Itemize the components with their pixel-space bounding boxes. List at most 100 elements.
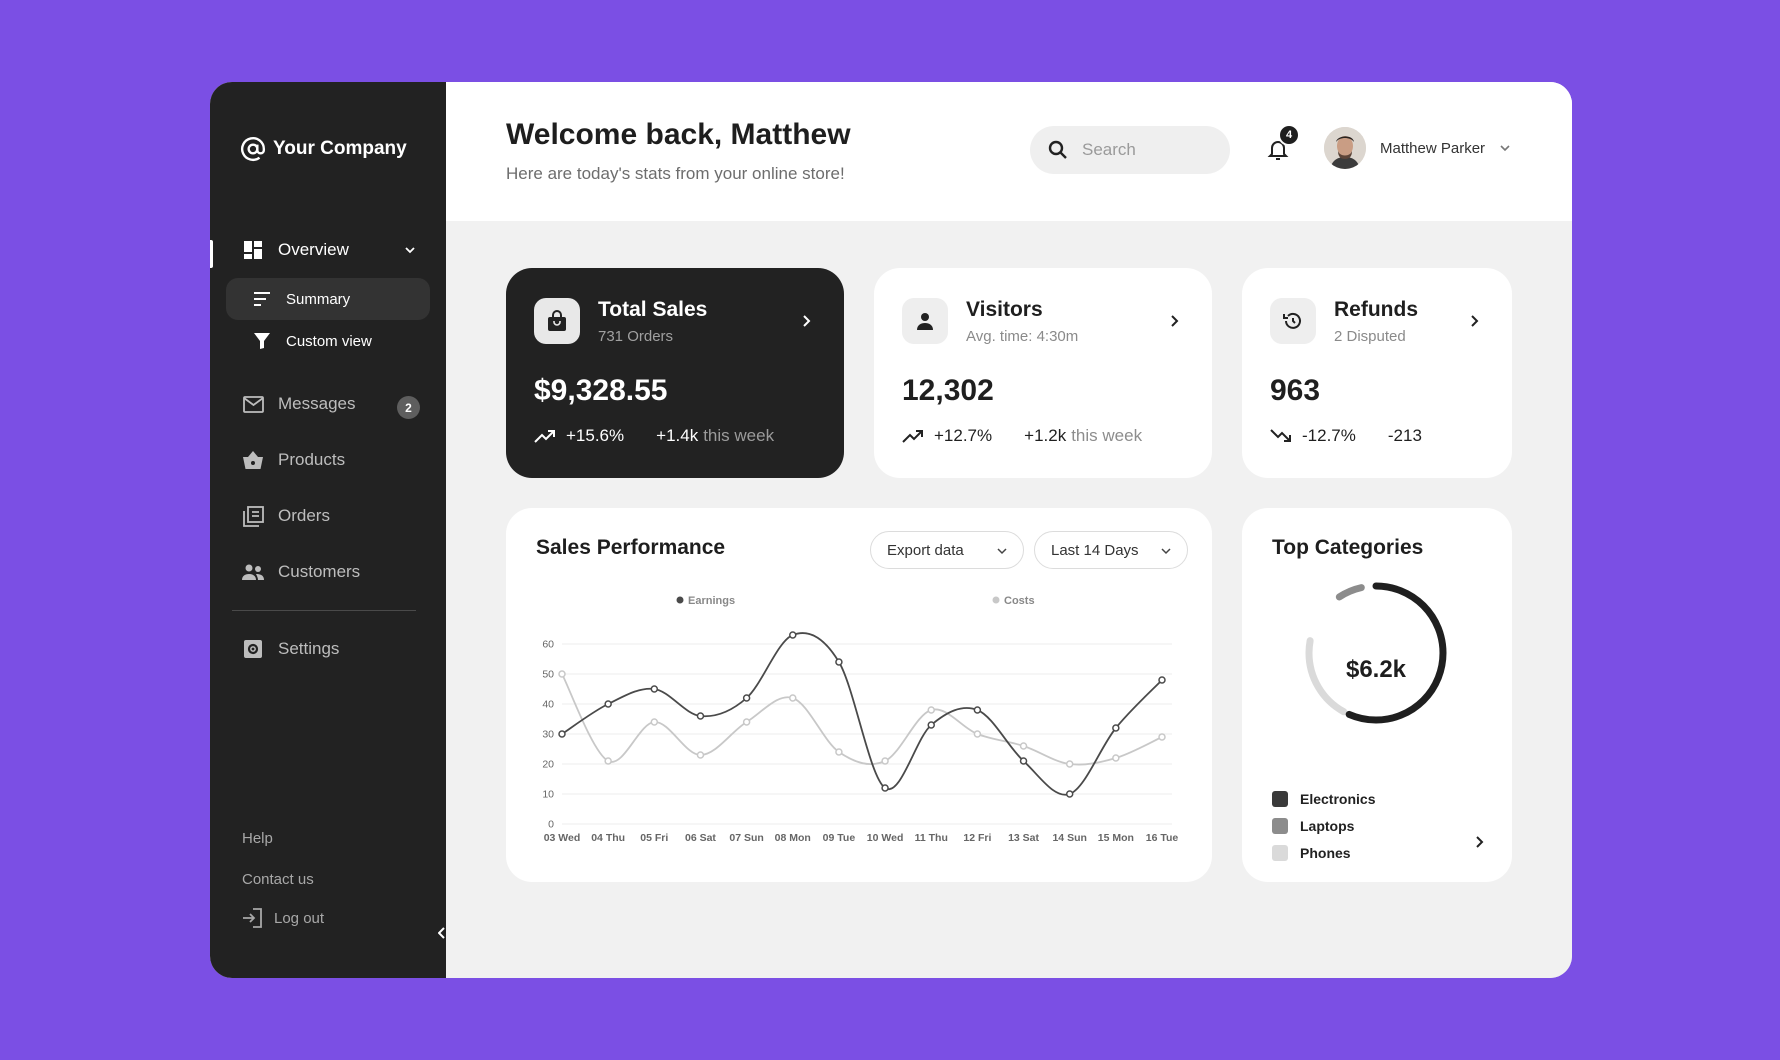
page-title: Welcome back, Matthew — [506, 118, 851, 151]
y-tick-label: 50 — [542, 669, 554, 681]
x-tick-label: 15 Mon — [1098, 832, 1134, 844]
basket-icon — [242, 449, 264, 471]
refunds-card[interactable]: Refunds 2 Disputed 963 -12.7% -213 — [1242, 268, 1512, 478]
card-subtitle: Avg. time: 4:30m — [966, 328, 1079, 345]
chevron-left-icon — [438, 927, 445, 939]
legend-item[interactable]: Laptops — [1272, 812, 1375, 839]
data-point — [696, 751, 705, 759]
x-tick-label: 11 Thu — [915, 832, 948, 844]
chevron-down-icon — [997, 548, 1007, 555]
sidebar-item-label: Orders — [278, 506, 330, 525]
data-point — [1158, 733, 1166, 741]
growth-delta: -213 — [1387, 426, 1422, 445]
legend-item[interactable]: Electronics — [1272, 785, 1375, 812]
messages-count-badge: 2 — [397, 396, 420, 419]
user-menu[interactable]: Matthew Parker — [1324, 127, 1511, 169]
y-tick-label: 40 — [542, 699, 554, 711]
card-value: 12,302 — [902, 374, 994, 407]
x-tick-label: 03 Wed — [544, 832, 581, 844]
visitors-card[interactable]: Visitors Avg. time: 4:30m 12,302 +12.7% … — [874, 268, 1212, 478]
search-input[interactable] — [1082, 140, 1212, 160]
sales-performance-card: Sales Performance Export data Last 14 Da… — [506, 508, 1212, 882]
main-content: Welcome back, Matthew Here are today's s… — [446, 82, 1572, 978]
dashboard-icon — [242, 239, 264, 261]
chevron-right-icon[interactable] — [800, 314, 814, 328]
sidebar-subitem-summary[interactable]: Summary — [226, 278, 430, 320]
legend-label: Electronics — [1300, 790, 1376, 807]
sidebar-item-messages[interactable]: Messages 2 — [210, 384, 446, 424]
data-point — [835, 748, 843, 756]
date-range-dropdown[interactable]: Last 14 Days — [1034, 531, 1188, 569]
growth-percent: +12.7% — [934, 426, 993, 445]
categories-legend: Electronics Laptops Phones — [1272, 785, 1375, 866]
search-icon — [1048, 140, 1067, 159]
sidebar-item-orders[interactable]: Orders — [210, 496, 446, 536]
y-tick-label: 10 — [542, 789, 554, 801]
x-tick-label: 07 Sun — [729, 832, 763, 844]
legend-label: Laptops — [1300, 817, 1355, 834]
legend-label: Earnings — [688, 595, 735, 607]
logout-icon — [243, 908, 262, 928]
sidebar-subitem-label: Summary — [286, 290, 351, 308]
card-title: Total Sales — [598, 298, 708, 321]
page-subtitle: Here are today's stats from your online … — [506, 164, 845, 183]
data-point — [789, 694, 797, 702]
sidebar-item-label: Products — [278, 450, 346, 469]
data-point — [927, 706, 935, 714]
data-point — [696, 712, 705, 720]
categories-donut-chart — [1305, 582, 1447, 724]
growth-percent: -12.7% — [1302, 426, 1356, 445]
legend-marker — [992, 596, 1000, 604]
data-point — [650, 718, 659, 726]
card-footer: +12.7% +1.2k this week — [902, 426, 1142, 446]
total-sales-card[interactable]: Total Sales 731 Orders $9,328.55 +15.6% … — [506, 268, 844, 478]
filter-icon — [252, 331, 272, 351]
legend-label: Phones — [1300, 844, 1351, 861]
sidebar-item-products[interactable]: Products — [210, 440, 446, 480]
legend-item[interactable]: Phones — [1272, 839, 1375, 866]
export-data-dropdown[interactable]: Export data — [870, 531, 1024, 569]
avatar — [1324, 127, 1366, 169]
x-tick-label: 05 Fri — [640, 832, 668, 844]
y-tick-label: 0 — [548, 819, 554, 831]
contact-link[interactable]: Contact us — [242, 871, 314, 888]
chevron-right-icon[interactable] — [1474, 835, 1486, 849]
growth-period: this week — [1071, 426, 1143, 445]
logout-button[interactable]: Log out — [242, 908, 324, 928]
data-point — [604, 700, 612, 708]
data-point — [742, 718, 751, 726]
dropdown-label: Export data — [887, 541, 964, 559]
gear-icon — [242, 638, 264, 660]
chevron-right-icon[interactable] — [1168, 314, 1182, 328]
sidebar-item-label: Overview — [278, 240, 349, 259]
data-point — [558, 730, 566, 738]
logout-label: Log out — [274, 909, 325, 927]
x-tick-label: 09 Tue — [823, 832, 856, 844]
y-tick-label: 20 — [542, 759, 554, 771]
legend-swatch — [1272, 844, 1288, 861]
sidebar-item-overview[interactable]: Overview — [210, 230, 446, 270]
sidebar-item-settings[interactable]: Settings — [210, 629, 446, 669]
dropdown-label: Last 14 Days — [1051, 541, 1139, 559]
x-tick-label: 06 Sat — [685, 832, 716, 844]
x-tick-label: 16 Tue — [1146, 832, 1179, 844]
donut-segment-electronics — [1305, 582, 1447, 724]
search-box[interactable] — [1030, 126, 1230, 174]
legend-label: Costs — [1004, 595, 1035, 607]
brand-logo[interactable]: Your Company — [240, 136, 407, 162]
sidebar-item-label: Messages — [278, 394, 356, 413]
shopping-bag-icon — [534, 298, 580, 344]
card-title: Visitors — [966, 298, 1043, 321]
sidebar-subitem-custom-view[interactable]: Custom view — [226, 320, 430, 362]
data-point — [1019, 742, 1028, 750]
panel-title: Top Categories — [1272, 536, 1424, 559]
x-tick-label: 14 Sun — [1052, 832, 1086, 844]
chevron-right-icon[interactable] — [1468, 314, 1482, 328]
data-point — [1065, 760, 1074, 768]
legend-swatch — [1272, 790, 1288, 807]
trend-up-icon — [534, 430, 555, 443]
help-link[interactable]: Help — [242, 830, 273, 847]
sidebar-item-customers[interactable]: Customers — [210, 552, 446, 592]
chevron-down-icon — [1161, 548, 1171, 555]
x-tick-label: 04 Thu — [591, 832, 625, 844]
